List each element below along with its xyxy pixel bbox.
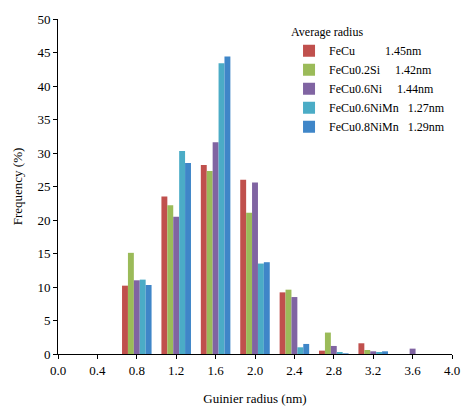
svg-text:3.6: 3.6	[404, 363, 421, 378]
svg-text:2.0: 2.0	[247, 363, 263, 378]
svg-text:45: 45	[37, 45, 50, 60]
svg-text:2.8: 2.8	[326, 363, 342, 378]
svg-text:1.2: 1.2	[168, 363, 184, 378]
svg-text:Average radius: Average radius	[291, 25, 363, 39]
svg-text:FeCu0.6NiMn 1.27nm: FeCu0.6NiMn 1.27nm	[329, 101, 445, 115]
svg-text:50: 50	[37, 12, 50, 27]
svg-text:0.8: 0.8	[129, 363, 145, 378]
svg-text:30: 30	[37, 146, 50, 161]
svg-text:4.0: 4.0	[444, 363, 460, 378]
svg-text:0.4: 0.4	[89, 363, 106, 378]
svg-text:Guinier radius (nm): Guinier radius (nm)	[203, 391, 306, 406]
svg-text:10: 10	[37, 280, 50, 295]
svg-text:0: 0	[44, 347, 51, 362]
svg-text:FeCu0.6Ni 1.44nm: FeCu0.6Ni 1.44nm	[329, 82, 434, 96]
svg-text:FeCu0.2Si 1.42nm: FeCu0.2Si 1.42nm	[329, 63, 432, 77]
svg-text:FeCu 1.45nm: FeCu 1.45nm	[329, 44, 422, 58]
svg-text:3.2: 3.2	[365, 363, 381, 378]
svg-text:25: 25	[37, 179, 50, 194]
svg-text:5: 5	[44, 313, 51, 328]
svg-text:2.4: 2.4	[286, 363, 303, 378]
svg-text:20: 20	[37, 213, 50, 228]
svg-text:15: 15	[37, 246, 50, 261]
svg-text:1.6: 1.6	[207, 363, 224, 378]
svg-text:35: 35	[37, 112, 50, 127]
svg-text:40: 40	[37, 79, 50, 94]
svg-text:Frequency (%): Frequency (%)	[10, 148, 25, 226]
svg-text:0.0: 0.0	[50, 363, 66, 378]
svg-text:FeCu0.8NiMn 1.29nm: FeCu0.8NiMn 1.29nm	[329, 120, 445, 134]
